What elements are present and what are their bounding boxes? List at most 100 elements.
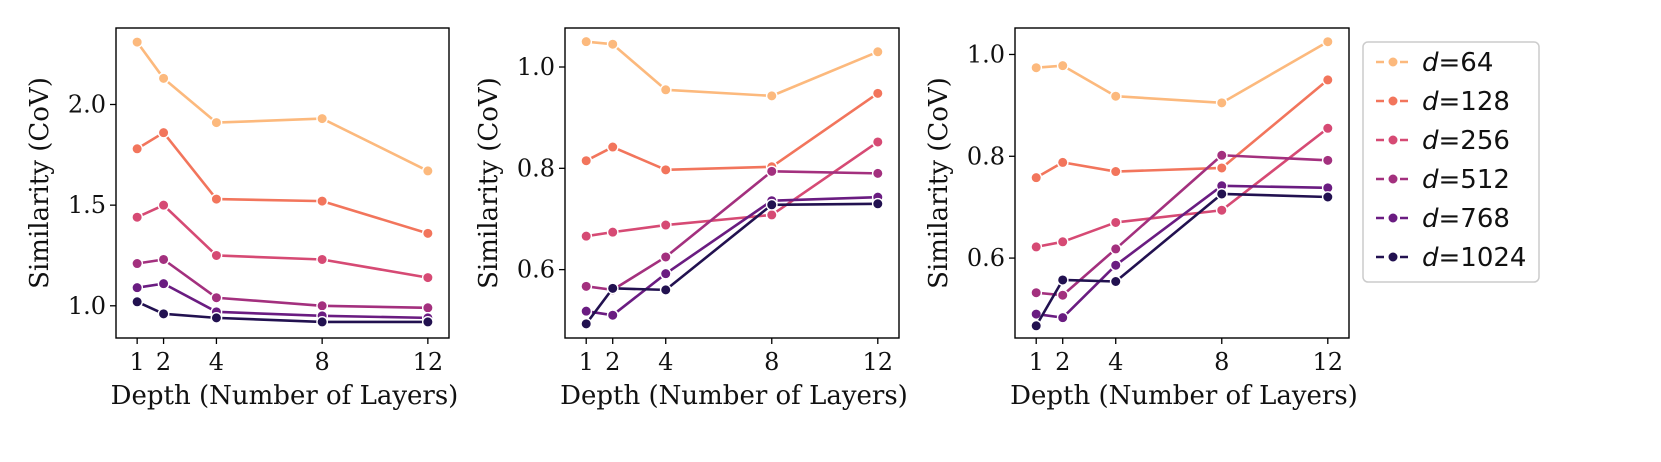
panel-3: 1 2 4 8 12 0.6 0.8 1.0 Depth (Number of Layers) S… xyxy=(924,27,1358,411)
legend-item: d=1024 xyxy=(1376,243,1526,273)
data-point xyxy=(210,116,223,129)
data-point xyxy=(1030,171,1043,184)
data-point xyxy=(580,305,593,318)
y-tick-label: 1.0 xyxy=(967,40,1005,68)
y-tick-label: 1.5 xyxy=(68,191,106,219)
series-line xyxy=(1036,184,1328,319)
data-point xyxy=(210,249,223,262)
data-point xyxy=(871,136,884,148)
series-line xyxy=(136,300,428,324)
data-point xyxy=(131,295,144,308)
y-tick-label: 0.8 xyxy=(517,154,555,182)
panel-2: 1 2 4 8 12 0.6 0.8 1.0 Depth (Number of Layers) S… xyxy=(474,27,908,411)
x-tick-label: 2 xyxy=(605,348,620,376)
x-tick-label: 12 xyxy=(413,348,444,376)
data-point xyxy=(131,36,144,48)
data-point xyxy=(1030,240,1043,253)
series-line xyxy=(586,195,878,317)
x-tick-label: 4 xyxy=(209,348,224,376)
data-point xyxy=(157,199,170,212)
data-point xyxy=(157,126,170,139)
series-line xyxy=(136,282,428,320)
x-tick-label: 4 xyxy=(1108,348,1123,376)
series-d=64 xyxy=(580,35,884,102)
data-point xyxy=(765,89,778,102)
series-d=256 xyxy=(131,199,434,284)
series-d=128 xyxy=(131,126,434,240)
plot-frame xyxy=(564,27,900,339)
series-d=64 xyxy=(131,36,434,177)
data-point xyxy=(580,280,593,293)
data-point xyxy=(765,198,778,211)
y-axis-label: Similarity (CoV) xyxy=(474,77,504,289)
legend-swatch-marker xyxy=(1387,56,1399,68)
legend: d=64 d=128 d=256 d=512 d=768 d=1024 xyxy=(1362,41,1540,283)
data-point xyxy=(316,112,329,125)
data-point xyxy=(157,253,170,266)
data-point xyxy=(606,141,619,153)
x-tick-label: 1 xyxy=(130,348,145,376)
data-point xyxy=(157,277,170,290)
legend-item: d=128 xyxy=(1376,87,1510,117)
series-d=768 xyxy=(1030,179,1334,324)
data-point xyxy=(1321,154,1334,167)
y-axis-label: Similarity (CoV) xyxy=(25,77,55,289)
data-point xyxy=(1109,275,1122,288)
data-point xyxy=(1109,90,1122,103)
data-point xyxy=(606,226,619,239)
data-point xyxy=(765,165,778,178)
legend-label: d=256 xyxy=(1422,126,1510,156)
legend-swatch-marker xyxy=(1387,95,1399,107)
series-line xyxy=(1036,40,1329,105)
x-tick-label: 4 xyxy=(658,348,673,376)
series-d=128 xyxy=(580,87,884,176)
data-point xyxy=(659,267,672,280)
x-tick-label: 1 xyxy=(579,348,594,376)
data-point xyxy=(580,230,593,243)
legend-label: d=128 xyxy=(1422,87,1510,117)
data-point xyxy=(157,72,170,85)
series-d=768 xyxy=(131,277,434,324)
data-point xyxy=(1056,59,1069,72)
data-point xyxy=(606,282,619,295)
y-tick-label: 2.0 xyxy=(68,90,106,118)
series-d=768 xyxy=(580,191,884,322)
data-point xyxy=(1215,204,1228,217)
data-point xyxy=(580,154,593,167)
data-point xyxy=(659,251,672,263)
series-d=512 xyxy=(131,253,434,314)
data-point xyxy=(580,317,593,330)
data-point xyxy=(1215,149,1228,162)
plot-frame xyxy=(1014,27,1350,339)
series-d=1024 xyxy=(1030,188,1334,332)
x-tick-label: 2 xyxy=(156,348,171,376)
data-point xyxy=(1321,74,1334,86)
series-d=256 xyxy=(580,136,884,243)
data-point xyxy=(1321,191,1334,203)
data-point xyxy=(1321,35,1334,48)
series-d=512 xyxy=(1030,149,1334,302)
series-d=128 xyxy=(1030,74,1334,184)
data-point xyxy=(316,253,329,266)
data-point xyxy=(210,311,223,324)
y-tick-label: 0.8 xyxy=(967,142,1005,170)
y-tick-label: 1.0 xyxy=(68,292,106,320)
data-point xyxy=(1215,162,1228,174)
data-point xyxy=(871,197,884,210)
legend-swatch-marker xyxy=(1387,134,1399,146)
data-point xyxy=(131,211,144,224)
data-point xyxy=(659,83,672,96)
series-line xyxy=(586,40,879,98)
y-tick-label: 0.6 xyxy=(517,256,555,284)
data-point xyxy=(1056,311,1069,324)
data-point xyxy=(1109,165,1122,178)
data-point xyxy=(765,209,778,221)
data-point xyxy=(157,307,170,320)
data-point xyxy=(1030,286,1043,299)
legend-label: d=1024 xyxy=(1422,243,1526,273)
data-point xyxy=(1056,289,1069,302)
x-tick-label: 8 xyxy=(764,348,779,376)
series-d=256 xyxy=(1030,122,1334,253)
data-point xyxy=(580,35,593,48)
plot-frame xyxy=(115,27,450,339)
